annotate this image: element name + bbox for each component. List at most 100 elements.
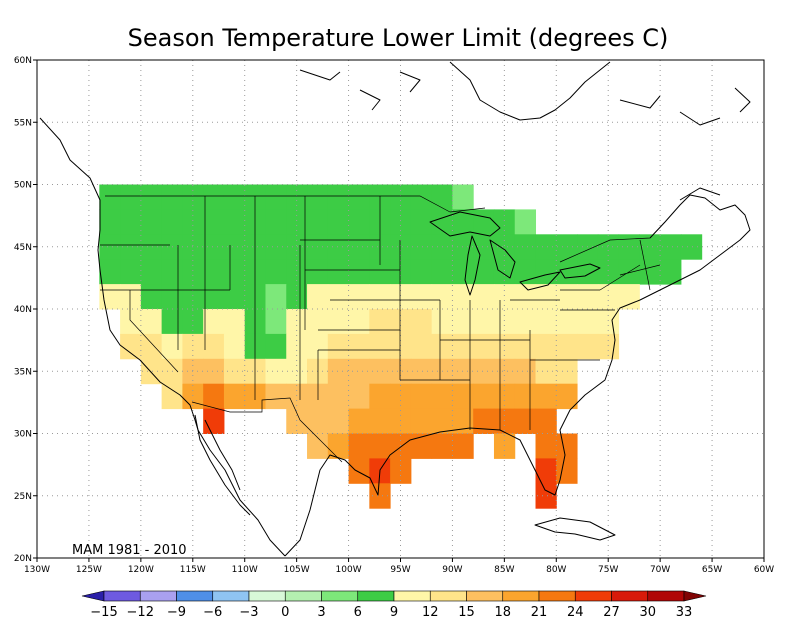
heatmap-cell [514, 408, 537, 434]
heatmap-cell [577, 259, 599, 285]
heatmap-cell [410, 358, 433, 385]
heatmap-cell [390, 284, 412, 310]
heatmap-cell [223, 259, 246, 285]
heatmap-cell [223, 383, 246, 410]
heatmap-cell [431, 309, 453, 335]
map-panel: 130W 125W 120W 115W 110W 105W 100W 95W 90W 85W 80W… [14, 56, 774, 575]
heatmap-cell [452, 433, 474, 459]
heatmap-cell [473, 408, 495, 434]
heatmap-cell [327, 309, 350, 335]
heatmap-cell [286, 408, 308, 434]
heatmap-cell [452, 358, 474, 385]
colorbar-swatch [176, 590, 214, 602]
heatmap-cell [307, 259, 329, 285]
heatmap-cell [203, 209, 225, 235]
colorbar-label: −15 [90, 605, 117, 618]
lon-tick-label: 95W [390, 565, 410, 575]
heatmap-cell [452, 333, 474, 360]
heatmap-cell [120, 333, 142, 360]
heatmap-cell [410, 433, 433, 459]
heatmap-cell [431, 383, 453, 410]
heatmap-cell [390, 383, 412, 410]
heatmap-cell [369, 309, 391, 335]
heatmap-cell [473, 383, 495, 410]
heatmap-cell [556, 309, 578, 335]
heatmap-cell [639, 259, 661, 285]
heatmap-cell [307, 408, 329, 434]
heatmap-cell [431, 408, 453, 434]
heatmap-cell [639, 234, 661, 260]
heatmap-cell [535, 333, 557, 360]
heatmap-cell [390, 184, 412, 210]
temperature-cells [99, 184, 703, 509]
heatmap-cell [452, 309, 474, 335]
heatmap-cell [660, 259, 682, 285]
heatmap-cell [327, 284, 350, 310]
heatmap-cell [140, 259, 163, 285]
heatmap-cell [286, 184, 308, 210]
heatmap-cell [535, 458, 557, 484]
colorbar-label: 12 [422, 605, 439, 618]
heatmap-cell [223, 234, 246, 260]
heatmap-cell [452, 209, 474, 235]
heatmap-cell [348, 234, 370, 260]
colorbar: −15 −12 −9 −6 −3 0 3 6 9 12 15 18 21 24 27 30 33 [81, 590, 707, 618]
heatmap-cell [473, 209, 495, 235]
heatmap-cell [286, 383, 308, 410]
lat-tick-label: 40N [14, 305, 32, 315]
heatmap-cell [120, 259, 142, 285]
heatmap-cell [452, 259, 474, 285]
heatmap-cell [556, 284, 578, 310]
colorbar-swatch [284, 590, 322, 602]
heatmap-cell [535, 234, 557, 260]
colorbar-swatch [538, 590, 576, 602]
colorbar-swatch [574, 590, 612, 602]
colorbar-label: −3 [239, 605, 258, 618]
heatmap-cell [223, 284, 246, 310]
heatmap-cell [431, 184, 453, 210]
lat-tick-label: 55N [14, 118, 32, 128]
heatmap-cell [369, 358, 391, 385]
heatmap-cell [535, 358, 557, 385]
heatmap-cell [120, 184, 142, 210]
gridlines [37, 60, 764, 558]
longitude-tick-labels: 130W 125W 120W 115W 110W 105W 100W 95W 90W 85W 80W… [24, 558, 774, 575]
heatmap-cell [327, 209, 350, 235]
heatmap-cell [493, 383, 516, 410]
heatmap-cell [99, 184, 121, 210]
heatmap-cell [556, 383, 578, 410]
heatmap-cell [120, 234, 142, 260]
heatmap-cell [99, 209, 121, 235]
heatmap-cell [265, 184, 287, 210]
north-america-coastline [39, 117, 751, 557]
heatmap-cell [286, 209, 308, 235]
heatmap-cell [535, 284, 557, 310]
heatmap-cell [473, 284, 495, 310]
colorbar-swatch [502, 590, 540, 602]
heatmap-cell [327, 234, 350, 260]
colorbar-label: −6 [203, 605, 222, 618]
lon-tick-label: 90W [442, 565, 462, 575]
heatmap-cell [618, 284, 640, 310]
heatmap-cell [348, 259, 370, 285]
lon-tick-label: 120W [128, 565, 154, 575]
heatmap-cell [265, 358, 287, 385]
heatmap-cell [327, 259, 350, 285]
colorbar-swatch [103, 590, 141, 602]
heatmap-cell [161, 333, 183, 360]
state-borders [100, 196, 661, 430]
heatmap-cell [286, 259, 308, 285]
heatmap-cell [556, 358, 578, 385]
heatmap-cell [182, 259, 204, 285]
heatmap-cell [431, 333, 453, 360]
heatmap-cell [597, 259, 620, 285]
lat-tick-label: 30N [14, 430, 32, 440]
heatmap-cell [597, 284, 620, 310]
heatmap-cell [140, 284, 163, 310]
heatmap-cell [473, 309, 495, 335]
heatmap-cell [514, 234, 537, 260]
lon-tick-label: 75W [598, 565, 618, 575]
heatmap-cell [348, 309, 370, 335]
heatmap-cell [556, 433, 578, 459]
heatmap-cell [618, 234, 640, 260]
